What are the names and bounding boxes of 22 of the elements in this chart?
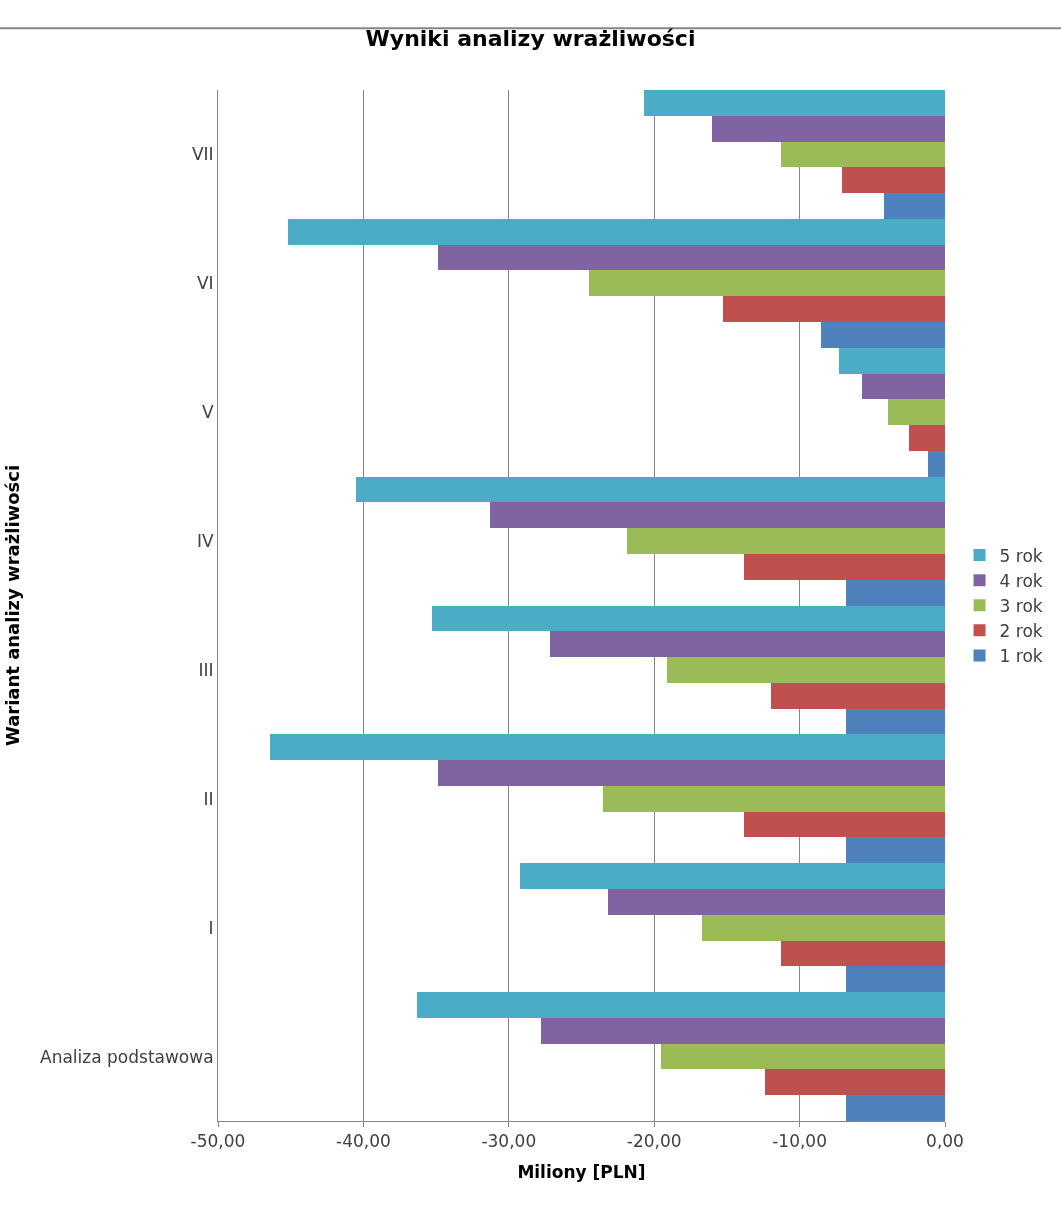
- x-tick-label: -10,00: [772, 1131, 828, 1152]
- x-tick-label: -30,00: [481, 1131, 537, 1152]
- y-axis-title: Wariant analizy wrażliwości: [2, 464, 24, 747]
- legend-label: 4 rok: [999, 570, 1043, 591]
- y-tick-label: VI: [196, 273, 214, 294]
- x-tick-label: -50,00: [190, 1131, 246, 1152]
- x-tick-label: -20,00: [626, 1131, 682, 1152]
- y-tick-label: V: [201, 402, 214, 423]
- legend-label: 2 rok: [999, 620, 1043, 641]
- y-tick-label: VII: [191, 144, 214, 165]
- legend-label: 5 rok: [999, 545, 1043, 566]
- x-axis-title: Miliony [PLN]: [517, 1161, 646, 1182]
- x-tick-label: -40,00: [335, 1131, 391, 1152]
- legend-label: 1 rok: [999, 646, 1043, 667]
- y-tick-label: III: [198, 659, 214, 680]
- y-tick-label: Analiza podstawowa: [40, 1046, 214, 1067]
- y-tick-label: I: [208, 917, 214, 938]
- y-tick-label: II: [203, 788, 214, 809]
- y-tick-label: IV: [196, 531, 214, 552]
- legend-label: 3 rok: [999, 595, 1043, 616]
- chart-title: Wyniki analizy wrażliwości: [365, 26, 696, 52]
- x-tick-label: 0,00: [926, 1131, 964, 1152]
